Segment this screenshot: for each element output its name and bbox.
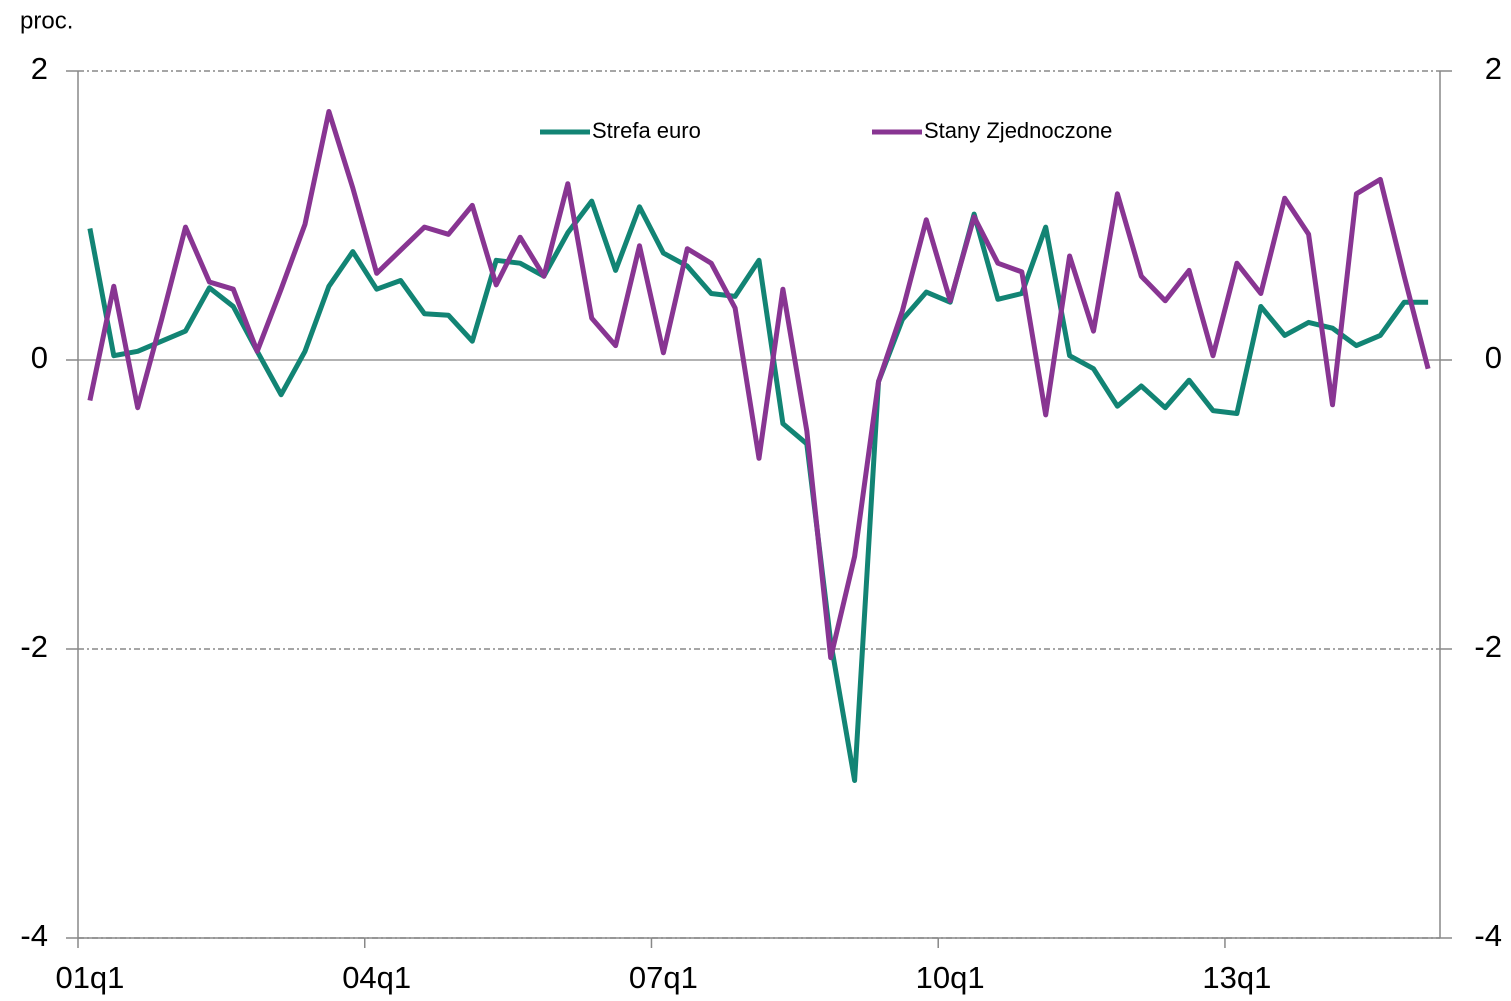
y-tick-label: 0 [31,340,48,375]
y2-tick-label: 2 [1485,51,1502,86]
line-series [87,109,1431,661]
y2-tick-label: -4 [1474,918,1502,953]
x-tick-label: 04q1 [342,960,411,995]
y-tick-label: -2 [20,629,48,664]
y-axis-unit: proc. [20,7,73,34]
x-tick-label: 07q1 [629,960,698,995]
legend-label: Stany Zjednoczone [924,118,1112,143]
y-tick-label: -4 [20,918,48,953]
y2-tick-label: -2 [1474,629,1502,664]
y-tick-label: 2 [31,51,48,86]
line-series [87,198,1429,783]
legend-label: Strefa euro [592,118,701,143]
y2-tick-label: 0 [1485,340,1502,375]
x-tick-label: 13q1 [1202,960,1271,995]
x-tick-label: 01q1 [55,960,124,995]
x-tick-label: 10q1 [916,960,985,995]
